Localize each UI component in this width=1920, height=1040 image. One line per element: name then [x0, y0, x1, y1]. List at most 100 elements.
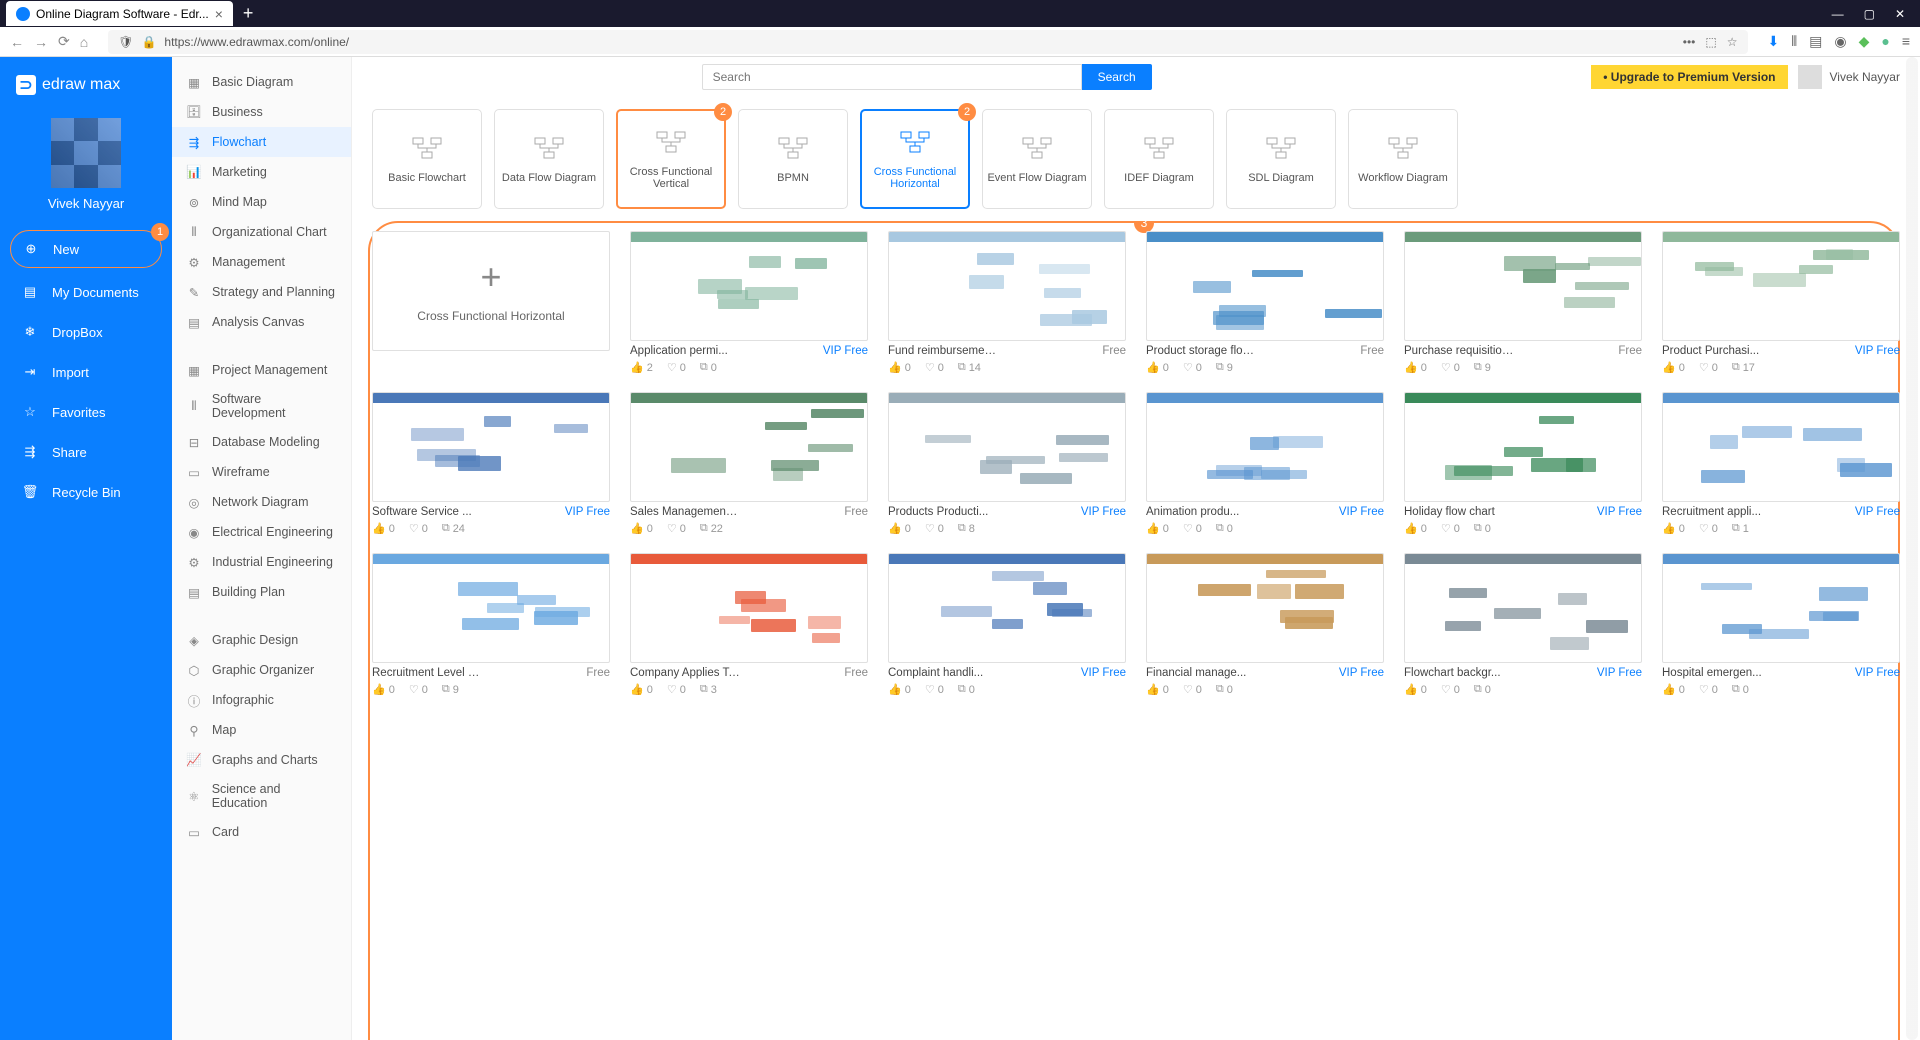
category-label: Strategy and Planning [212, 285, 335, 299]
diagram-type-card[interactable]: Data Flow Diagram [494, 109, 604, 209]
home-icon[interactable]: ⌂ [80, 34, 88, 50]
template-card[interactable]: Software Service ... VIP Free 👍0 ♡0 ⧉24 [372, 392, 610, 535]
browser-tab[interactable]: Online Diagram Software - Edr... × [6, 1, 233, 26]
search-input[interactable] [702, 64, 1082, 90]
menu-icon[interactable]: ≡ [1902, 33, 1910, 50]
sidebar-icon[interactable]: ▤ [1809, 33, 1822, 50]
template-stats: 👍0 ♡0 ⧉14 [888, 361, 1126, 374]
maximize-icon[interactable]: ▢ [1864, 7, 1875, 21]
reload-icon[interactable]: ⟳ [58, 33, 70, 50]
category-item[interactable]: ⚙Management [172, 247, 351, 277]
bookmark-icon[interactable]: ☆ [1727, 35, 1738, 49]
category-item[interactable]: ▦Project Management [172, 355, 351, 385]
copies-stat: ⧉9 [442, 683, 459, 696]
sidebar-item-favorites[interactable]: ☆Favorites [0, 392, 172, 432]
category-icon: ▭ [186, 824, 202, 840]
diagram-type-card[interactable]: IDEF Diagram [1104, 109, 1214, 209]
sidebar-item-mydocs[interactable]: ▤My Documents [0, 272, 172, 312]
diagram-type-card[interactable]: BPMN [738, 109, 848, 209]
close-icon[interactable]: ✕ [1895, 7, 1905, 21]
category-item[interactable]: ▦Basic Diagram [172, 67, 351, 97]
category-item[interactable]: ⊟Database Modeling [172, 427, 351, 457]
category-item[interactable]: ▭Card [172, 817, 351, 847]
heart-icon: ♡ [925, 683, 935, 696]
tab-close-icon[interactable]: × [215, 6, 223, 22]
sidebar-item-dropbox[interactable]: ❄DropBox [0, 312, 172, 352]
diagram-type-card[interactable]: Cross Functional Horizontal2 [860, 109, 970, 209]
back-icon[interactable]: ← [10, 34, 24, 50]
sidebar-item-import[interactable]: ⇥Import [0, 352, 172, 392]
template-tag: VIP Free [1081, 667, 1126, 679]
category-item[interactable]: ⚲Map [172, 715, 351, 745]
category-item[interactable]: ⚙Industrial Engineering [172, 547, 351, 577]
template-card[interactable]: Complaint handli... VIP Free 👍0 ♡0 ⧉0 [888, 553, 1126, 696]
category-item[interactable]: 🗄Business [172, 97, 351, 127]
diagram-type-card[interactable]: SDL Diagram [1226, 109, 1336, 209]
category-item[interactable]: ◈Graphic Design [172, 625, 351, 655]
app-logo[interactable]: ⊃ edraw max [0, 67, 172, 103]
template-card[interactable]: Application permi... VIP Free 👍2 ♡0 ⧉0 [630, 231, 868, 374]
category-item[interactable]: ◎Network Diagram [172, 487, 351, 517]
category-item[interactable]: 📊Marketing [172, 157, 351, 187]
template-tag: Free [586, 667, 610, 679]
template-card[interactable]: Product storage flow ... Free 👍0 ♡0 ⧉9 [1146, 231, 1384, 374]
thumbs-up-icon: 👍 [630, 683, 644, 696]
forward-icon[interactable]: → [34, 34, 48, 50]
category-item[interactable]: ⫴Software Development [172, 385, 351, 427]
template-card[interactable]: Animation produ... VIP Free 👍0 ♡0 ⧉0 [1146, 392, 1384, 535]
upgrade-button[interactable]: • Upgrade to Premium Version [1591, 65, 1787, 89]
category-item[interactable]: ▤Building Plan [172, 577, 351, 607]
user-avatar[interactable] [51, 118, 121, 188]
template-card[interactable]: Sales Management C... Free 👍0 ♡0 ⧉22 [630, 392, 868, 535]
more-icon[interactable]: ••• [1683, 35, 1696, 49]
template-card[interactable]: Financial manage... VIP Free 👍0 ♡0 ⧉0 [1146, 553, 1384, 696]
category-item[interactable]: ⊚Mind Map [172, 187, 351, 217]
template-card[interactable]: Product Purchasi... VIP Free 👍0 ♡0 ⧉17 [1662, 231, 1900, 374]
template-card[interactable]: Company Applies To ... Free 👍0 ♡0 ⧉3 [630, 553, 868, 696]
diagram-type-card[interactable]: Workflow Diagram [1348, 109, 1458, 209]
category-icon: ⚙ [186, 554, 202, 570]
pocket-icon[interactable]: ⬚ [1705, 35, 1716, 49]
category-item[interactable]: ▭Wireframe [172, 457, 351, 487]
template-card[interactable]: Holiday flow chart VIP Free 👍0 ♡0 ⧉0 [1404, 392, 1642, 535]
copies-stat: ⧉0 [958, 683, 975, 696]
ext2-icon[interactable]: ● [1881, 33, 1889, 50]
account-icon[interactable]: ◉ [1834, 33, 1846, 50]
template-card[interactable]: Products Producti... VIP Free 👍0 ♡0 ⧉8 [888, 392, 1126, 535]
category-item[interactable]: ⚛Science and Education [172, 775, 351, 817]
template-card[interactable]: Hospital emergen... VIP Free 👍0 ♡0 ⧉0 [1662, 553, 1900, 696]
search-button[interactable]: Search [1082, 64, 1152, 90]
scrollbar[interactable] [1906, 57, 1918, 1040]
template-card[interactable]: Purchase requisition ... Free 👍0 ♡0 ⧉9 [1404, 231, 1642, 374]
category-item[interactable]: ✎Strategy and Planning [172, 277, 351, 307]
diagram-type-card[interactable]: Basic Flowchart [372, 109, 482, 209]
diagram-type-card[interactable]: Cross Functional Vertical2 [616, 109, 726, 209]
category-item[interactable]: ⇶Flowchart [172, 127, 351, 157]
heart-icon: ♡ [667, 522, 677, 535]
template-title: Flowchart backgr... [1404, 667, 1501, 679]
category-item[interactable]: ⫴Organizational Chart [172, 217, 351, 247]
sidebar-item-recycle[interactable]: 🗑Recycle Bin [0, 472, 172, 512]
template-card[interactable]: Recruitment Level Cr... Free 👍0 ♡0 ⧉9 [372, 553, 610, 696]
minimize-icon[interactable]: — [1832, 7, 1844, 21]
template-card[interactable]: Fund reimbursement ... Free 👍0 ♡0 ⧉14 [888, 231, 1126, 374]
new-tab-button[interactable]: + [233, 3, 264, 24]
copies-stat: ⧉0 [700, 361, 717, 374]
category-item[interactable]: ⬡Graphic Organizer [172, 655, 351, 685]
ext1-icon[interactable]: ◆ [1859, 33, 1870, 50]
category-item[interactable]: ◉Electrical Engineering [172, 517, 351, 547]
category-item[interactable]: 📈Graphs and Charts [172, 745, 351, 775]
category-item[interactable]: ▤Analysis Canvas [172, 307, 351, 337]
download-icon[interactable]: ⬇ [1768, 33, 1780, 50]
template-card[interactable]: Recruitment appli... VIP Free 👍0 ♡0 ⧉1 [1662, 392, 1900, 535]
template-stats: 👍0 ♡0 ⧉22 [630, 522, 868, 535]
diagram-type-card[interactable]: Event Flow Diagram [982, 109, 1092, 209]
category-item[interactable]: ⓘInfographic [172, 685, 351, 715]
library-icon[interactable]: ⫴ [1791, 33, 1797, 50]
new-blank-template[interactable]: +Cross Functional Horizontal [372, 231, 610, 374]
template-card[interactable]: Flowchart backgr... VIP Free 👍0 ♡0 ⧉0 [1404, 553, 1642, 696]
sidebar-item-share[interactable]: ⇶Share [0, 432, 172, 472]
sidebar-item-new[interactable]: ⊕New1 [10, 230, 162, 268]
user-menu[interactable]: Vivek Nayyar [1798, 65, 1900, 89]
url-bar[interactable]: 🛡 🔒 https://www.edrawmax.com/online/ •••… [108, 30, 1747, 54]
